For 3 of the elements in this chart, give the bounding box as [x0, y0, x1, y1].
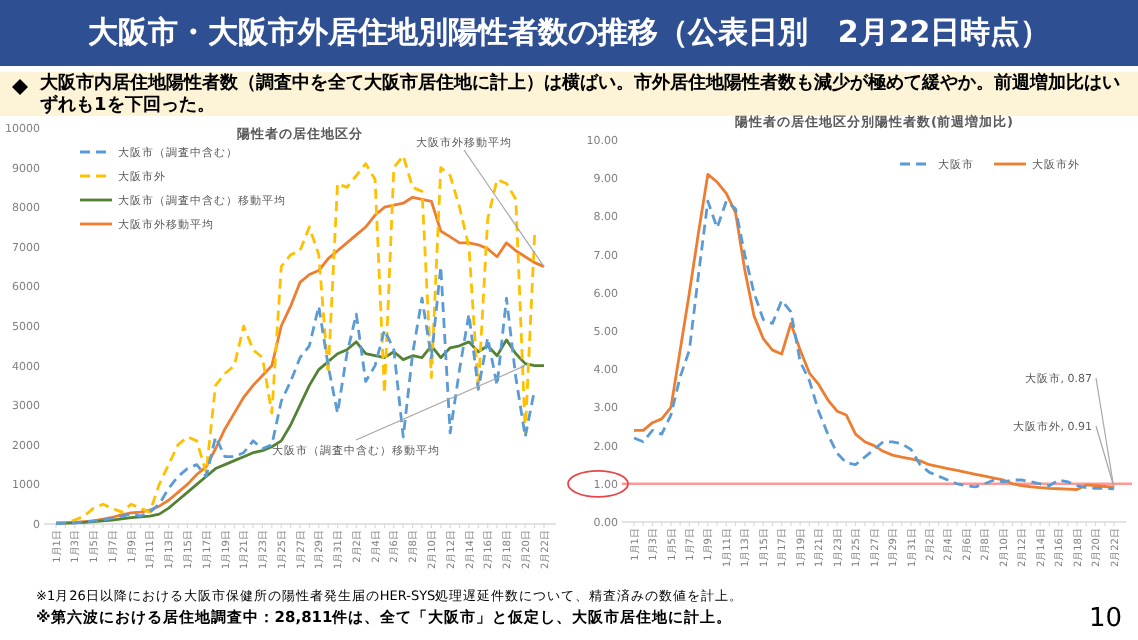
line-series [54, 265, 537, 525]
text: 10 [1088, 604, 1122, 634]
text: 大阪市・大阪市外居住地別陽性者数の推移（公表日別 2月22日時点） [85, 14, 1053, 52]
